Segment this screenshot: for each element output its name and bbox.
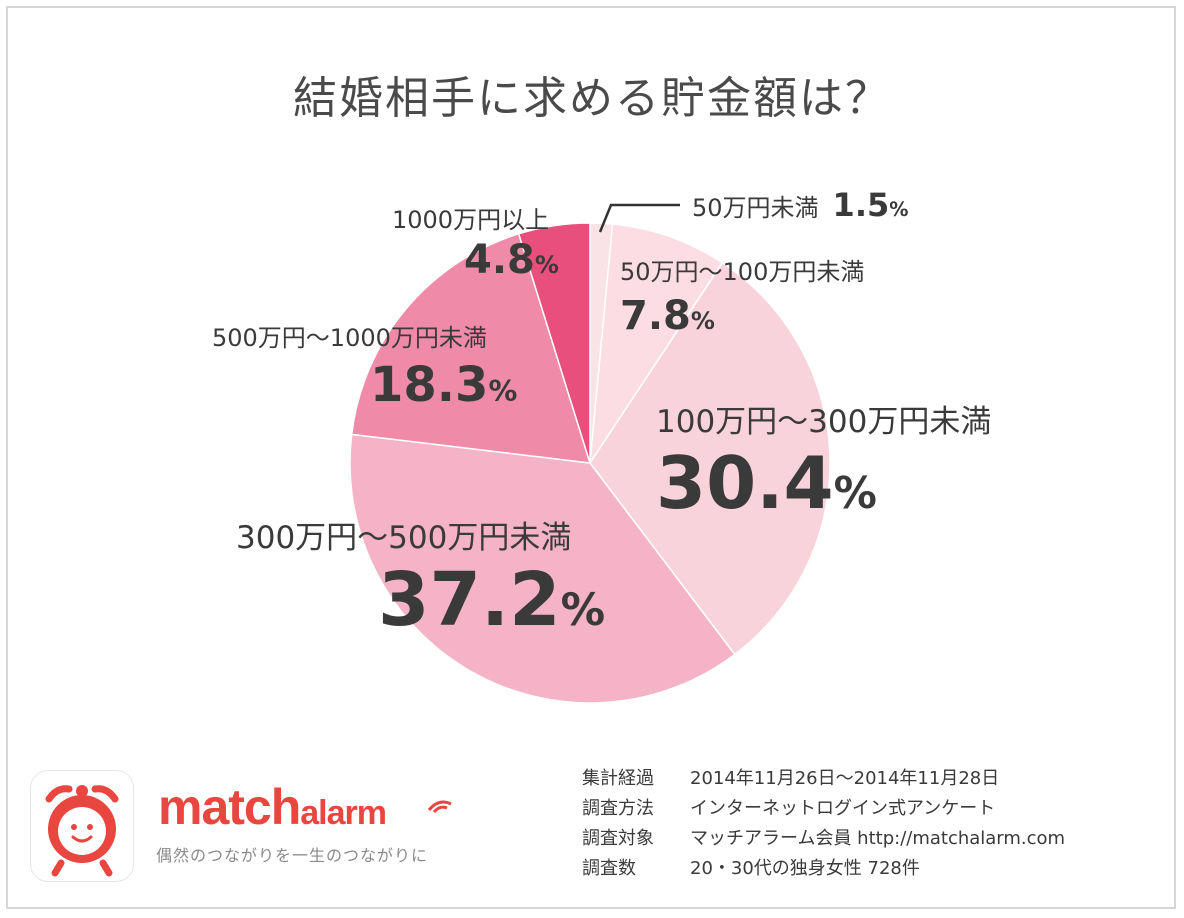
slice-value-5: 4.8 <box>464 237 535 283</box>
app-logo <box>30 770 134 882</box>
signal-wave-icon <box>427 800 452 814</box>
slice-name-2: 100万円〜300万円未満 <box>656 404 992 440</box>
brand-name-main: match <box>158 779 301 835</box>
slice-value-4: 18.3 <box>370 357 489 413</box>
slice-name-5: 1000万円以上 <box>392 206 550 234</box>
slice-label-1: 50万円〜100万円未満 7.8% <box>620 252 864 339</box>
slice-name-4: 500万円〜1000万円未満 <box>212 324 487 352</box>
slice-value-2: 30.4 <box>656 441 834 525</box>
slice-value-1: 7.8 <box>620 293 691 339</box>
pie-slice-3 <box>349 433 736 704</box>
brand-name: matchalarm <box>158 778 387 836</box>
brand-name-sub: alarm <box>300 794 387 832</box>
slice-value-3: 37.2 <box>378 557 561 643</box>
survey-row: 集計経過 2014年11月26日〜2014年11月28日 <box>582 768 1000 789</box>
pie-slice-5 <box>517 222 591 464</box>
pie-slice-2 <box>589 261 831 656</box>
leader-line <box>598 203 680 233</box>
slice-label-3: 300万円〜500万円未満 37.2% <box>236 512 605 643</box>
slice-value-0: 1.5 <box>832 186 890 224</box>
alarm-clock-face-icon <box>45 785 119 877</box>
survey-row: 調査対象 マッチアラーム会員 http://matchalarm.com <box>582 828 1066 849</box>
pie-slice-4 <box>350 232 592 464</box>
slice-label-5: 1000万円以上 4.8% <box>392 200 559 283</box>
slice-label-4: 500万円〜1000万円未満 18.3% <box>212 318 517 413</box>
brand-tagline: 偶然のつながりを一生のつながりに <box>156 846 429 865</box>
survey-info: 集計経過 2014年11月26日〜2014年11月28日 調査方法 インターネットロ… <box>582 762 1065 882</box>
slice-name-3: 300万円〜500万円未満 <box>236 520 572 556</box>
survey-row: 調査数 20・30代の独身女性 728件 <box>582 858 920 879</box>
slice-name-1: 50万円〜100万円未満 <box>620 258 865 286</box>
survey-row: 調査方法 インターネットログイン式アンケート <box>582 798 996 819</box>
slice-label-0: 50万円未満 1.5% <box>692 186 909 224</box>
slice-name-0: 50万円未満 <box>692 194 819 222</box>
pie-slice-1 <box>589 223 724 464</box>
slice-label-2: 100万円〜300万円未満 30.4% <box>656 396 991 525</box>
chart-title: 結婚相手に求める貯金額は？ <box>293 73 891 124</box>
